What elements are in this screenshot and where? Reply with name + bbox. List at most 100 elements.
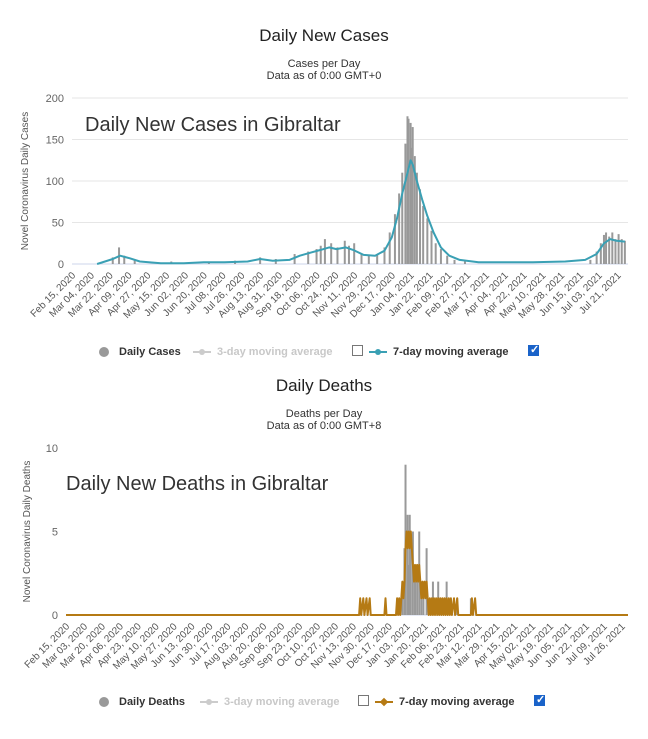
daily-bar (409, 122, 412, 265)
3day-average-checkbox[interactable] (352, 345, 363, 356)
daily-bar (422, 205, 425, 264)
daily-bar (406, 116, 409, 264)
daily-bar (439, 249, 442, 264)
y-tick-label: 50 (52, 218, 64, 230)
daily-bar (393, 214, 396, 264)
cases-legend: Daily Cases 3-day moving average 7-day m… (0, 343, 648, 363)
chart-subtitle-date: Data as of 0:00 GMT+0 (266, 70, 382, 82)
legend-item-3day-average[interactable]: 3-day moving average (193, 343, 333, 361)
moving-average-line (66, 530, 628, 616)
legend-label: Daily Deaths (119, 696, 186, 708)
7day-average-checkbox[interactable] (534, 693, 545, 706)
daily-bar (599, 243, 602, 264)
legend-item-7day-average[interactable]: 7-day moving average (369, 343, 509, 361)
legend-line-icon (369, 347, 387, 357)
daily-bar (398, 193, 401, 264)
daily-bar (330, 243, 333, 264)
daily-bar (343, 240, 346, 264)
daily-bar (414, 581, 417, 615)
y-tick-label: 0 (52, 610, 58, 622)
daily-bar (419, 189, 422, 264)
legend-item-7day-average[interactable]: 7-day moving average (375, 693, 515, 711)
cases-chart: Daily New Cases Cases per Day Data as of… (0, 0, 648, 370)
daily-bar (413, 156, 416, 264)
daily-bar (595, 251, 598, 264)
daily-bar (383, 247, 386, 264)
daily-bar (463, 261, 466, 264)
daily-bar (133, 259, 136, 264)
legend-item-daily-deaths[interactable]: Daily Deaths (95, 693, 185, 711)
daily-bar (401, 172, 404, 264)
daily-bar (446, 255, 449, 264)
daily-bar (614, 239, 617, 264)
daily-bar (293, 254, 296, 264)
y-axis-label: Novel Coronavirus Daily Cases (20, 112, 31, 250)
daily-bar (410, 147, 413, 264)
daily-bar (617, 234, 620, 264)
legend-item-3day-average[interactable]: 3-day moving average (200, 693, 340, 711)
daily-bar (406, 514, 409, 615)
daily-bar (605, 232, 608, 264)
y-tick-label: 10 (46, 443, 58, 455)
daily-bar (426, 218, 429, 264)
daily-bar (430, 230, 433, 264)
legend-label: 7-day moving average (399, 696, 515, 708)
deaths-chart: Daily Deaths Deaths per Day Data as of 0… (0, 370, 648, 739)
legend-line-icon (375, 697, 393, 707)
daily-bar (360, 254, 363, 264)
daily-bar (608, 236, 611, 264)
legend-line-icon (193, 347, 211, 357)
daily-bar (388, 232, 391, 264)
daily-bar (623, 240, 626, 264)
daily-bar (111, 257, 114, 264)
y-tick-label: 200 (46, 93, 64, 105)
deaths-legend: Daily Deaths 3-day moving average 7-day … (0, 693, 648, 713)
legend-label: 3-day moving average (224, 696, 340, 708)
daily-bar (307, 251, 310, 264)
daily-bar (404, 143, 407, 264)
y-tick-label: 150 (46, 135, 64, 147)
overlay-title: Daily New Deaths in Gibraltar (66, 473, 329, 495)
daily-bar (611, 232, 614, 264)
chart-title: Daily Deaths (275, 376, 373, 395)
daily-bar (367, 255, 370, 264)
daily-bar (409, 548, 412, 615)
daily-bar (319, 245, 322, 264)
chart-subtitle-date: Data as of 0:00 GMT+8 (266, 420, 382, 432)
7day-average-checkbox[interactable] (528, 343, 539, 356)
chart-subtitle: Cases per Day (287, 58, 361, 70)
y-tick-label: 5 (52, 527, 58, 539)
y-axis-label: Novel Coronavirus Daily Deaths (22, 461, 33, 603)
daily-bar (407, 564, 410, 615)
daily-bar (376, 254, 379, 264)
daily-bar (315, 249, 318, 264)
daily-bar (620, 239, 623, 264)
legend-label: 7-day moving average (393, 346, 509, 358)
y-tick-label: 0 (58, 259, 64, 271)
chart-title: Daily New Cases (259, 26, 389, 45)
daily-bar (407, 118, 410, 264)
legend-item-daily-cases[interactable]: Daily Cases (95, 343, 181, 361)
chart-subtitle: Deaths per Day (285, 408, 363, 420)
daily-bar (323, 239, 326, 264)
daily-bar (336, 247, 339, 264)
daily-bar (589, 259, 592, 264)
3day-average-checkbox[interactable] (358, 695, 369, 706)
daily-bar (401, 581, 404, 615)
daily-bar (415, 172, 418, 264)
moving-average-line (96, 159, 625, 265)
daily-bar (431, 581, 434, 615)
overlay-title: Daily New Cases in Gibraltar (85, 114, 341, 136)
cases-plot: 0 50 100 150 200 Novel Coronavirus Daily Case… (20, 93, 628, 321)
legend-label: Daily Cases (119, 346, 181, 358)
daily-bar (259, 257, 262, 264)
y-tick-label: 100 (46, 176, 64, 188)
daily-bar (411, 127, 414, 264)
daily-bar (353, 243, 356, 264)
legend-line-icon (200, 697, 218, 707)
legend-dot-icon (95, 697, 113, 707)
daily-bar (416, 564, 419, 615)
legend-label: 3-day moving average (217, 346, 333, 358)
daily-bar (602, 234, 605, 264)
